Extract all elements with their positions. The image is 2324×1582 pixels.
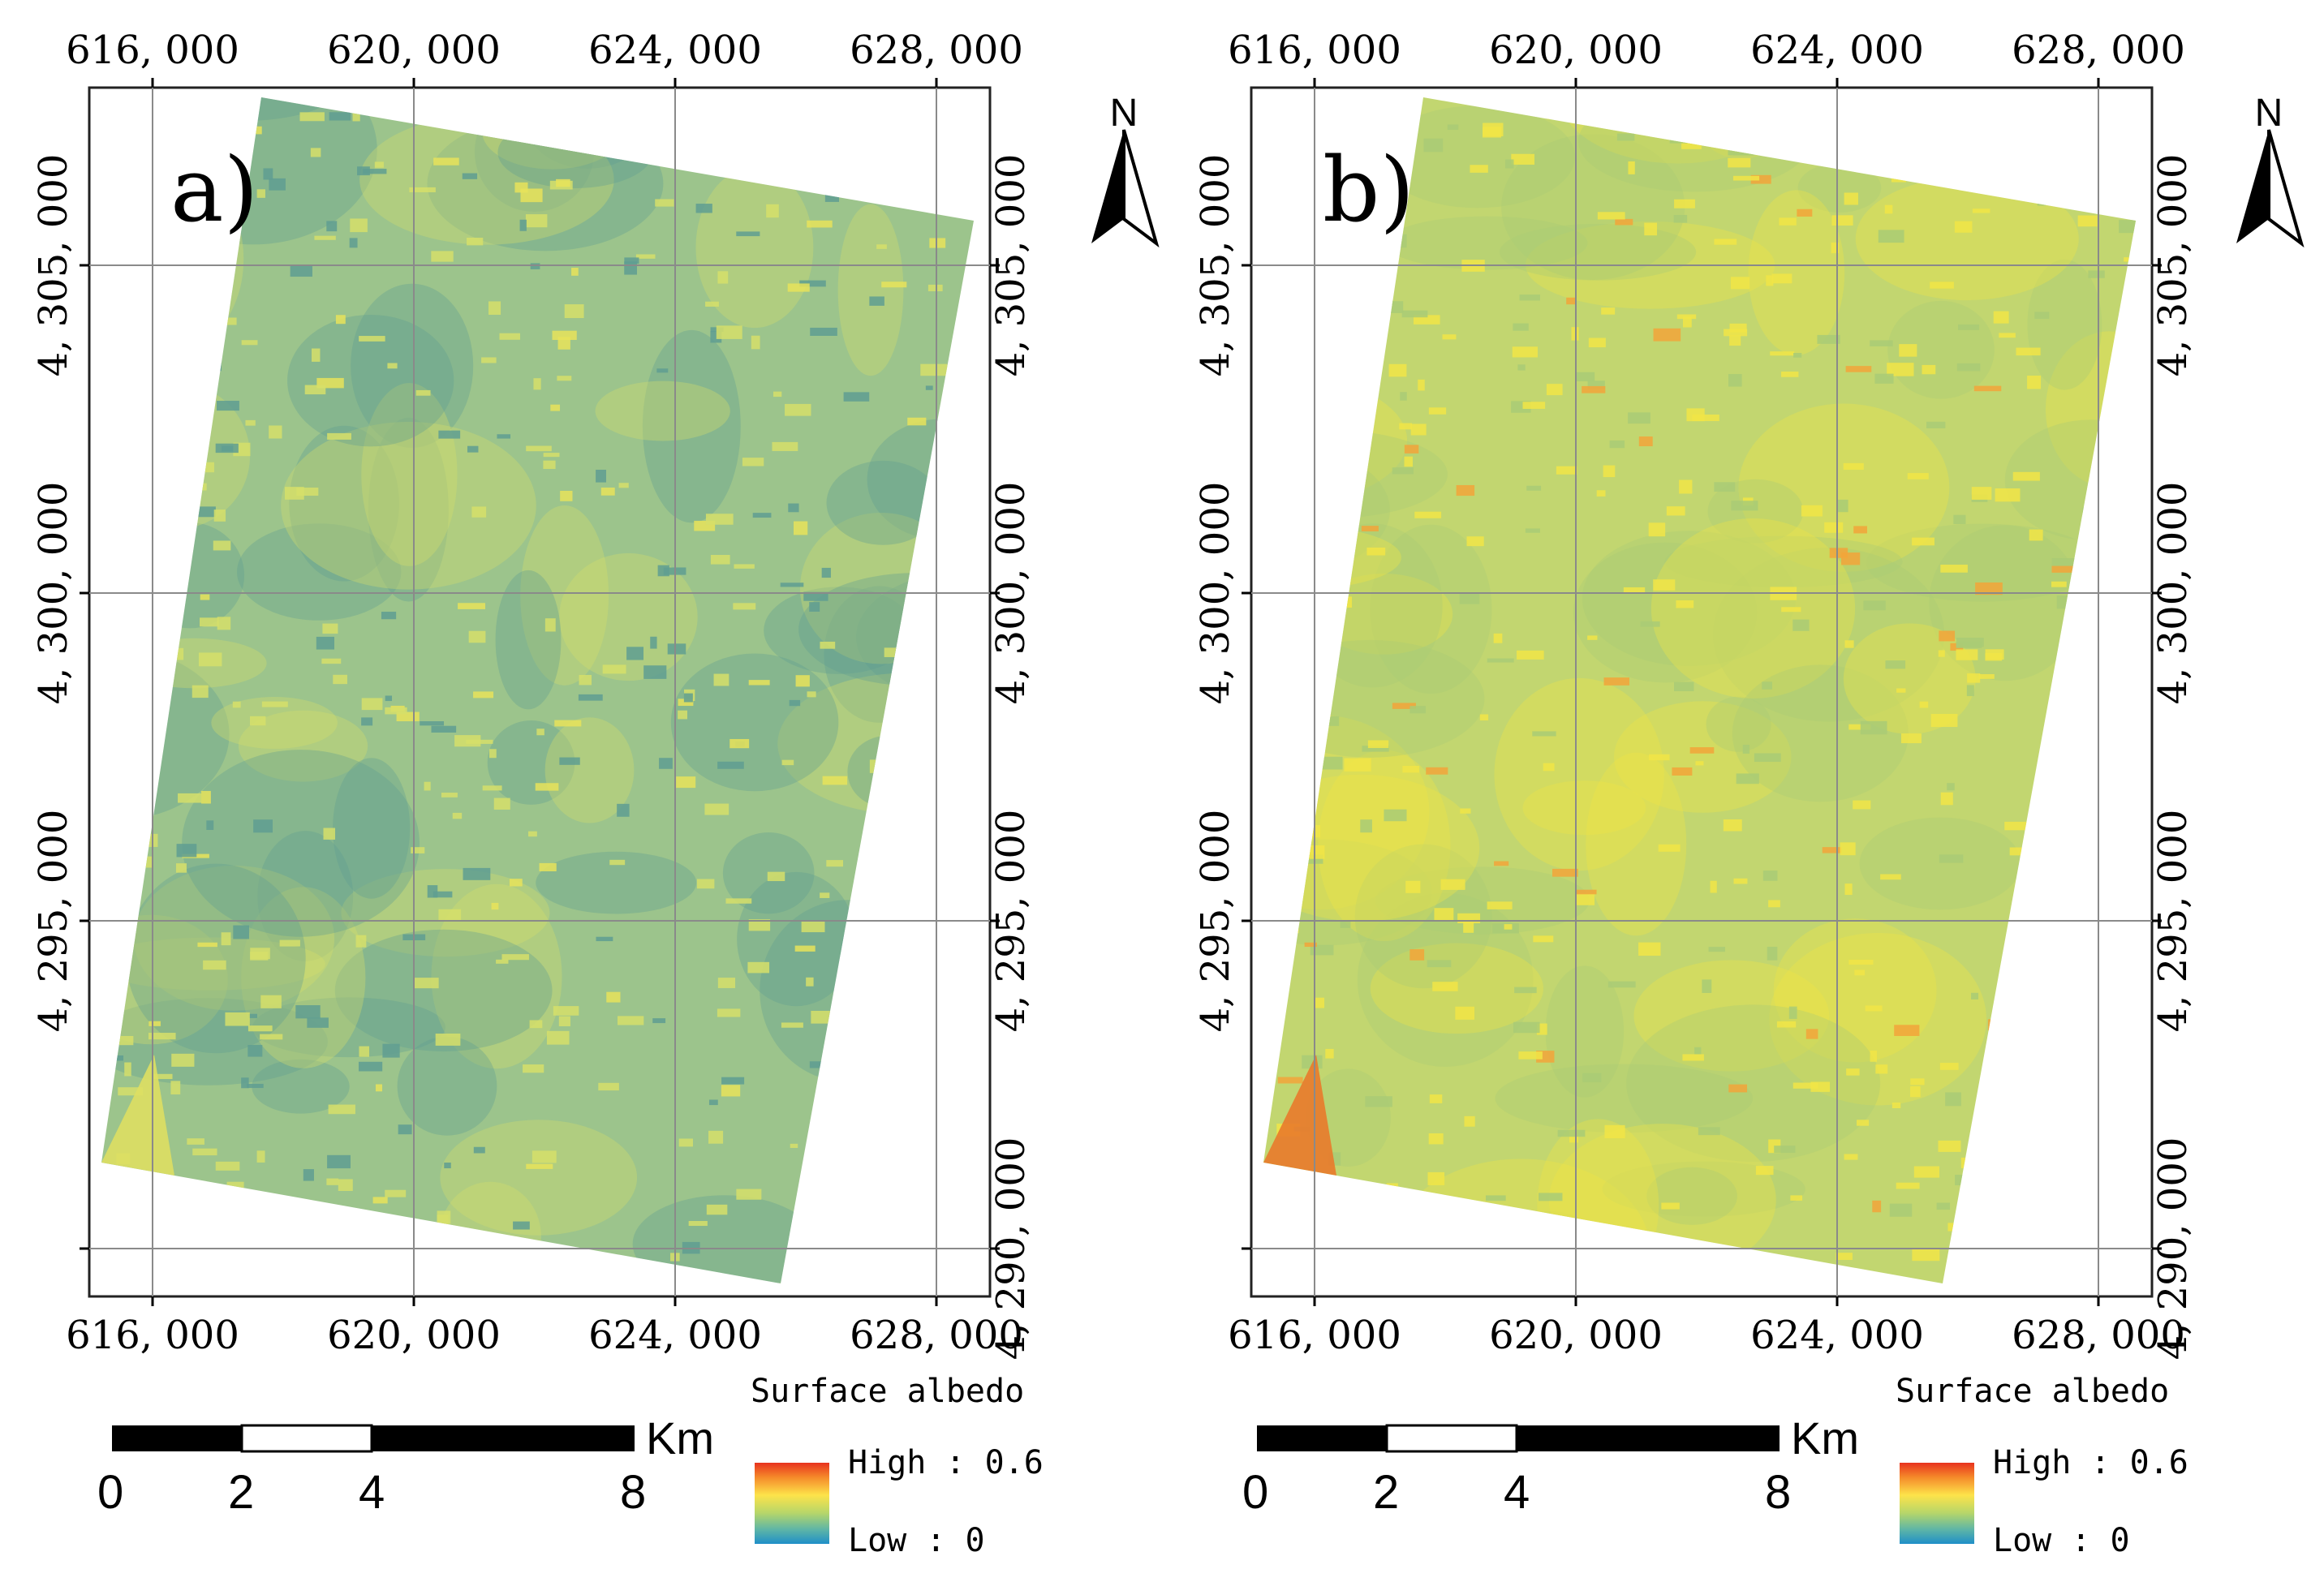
scale-unit: Km bbox=[646, 1412, 714, 1464]
scale-label: 2 bbox=[1373, 1466, 1400, 1519]
legend-color-ramp bbox=[755, 1463, 829, 1544]
y-tick-right: 4, 300, 000 bbox=[988, 482, 1034, 705]
map-frame-a: 616, 000 620, 000 624, 000 628, 000 616,… bbox=[31, 28, 1160, 1453]
graticule bbox=[1251, 88, 2152, 1296]
x-tick-bottom: 628, 000 bbox=[850, 1313, 1023, 1358]
scale-bar bbox=[1257, 1424, 1780, 1453]
legend-high: High : 0.6 bbox=[848, 1444, 1044, 1481]
legend-low: Low : 0 bbox=[1993, 1522, 2130, 1559]
y-tick-right: 4, 300, 000 bbox=[2150, 482, 2196, 705]
y-tick-left: 4, 305, 000 bbox=[1193, 154, 1238, 377]
legend-color-ramp bbox=[1900, 1463, 1974, 1544]
x-tick-bottom: 620, 000 bbox=[1489, 1313, 1663, 1358]
north-arrow-icon: N bbox=[2236, 92, 2305, 248]
x-tick-bottom: 624, 000 bbox=[1750, 1313, 1924, 1358]
scale-label: 4 bbox=[359, 1466, 385, 1519]
x-tick-top: 616, 000 bbox=[1228, 28, 1401, 73]
scale-label: 8 bbox=[1765, 1466, 1792, 1519]
x-tick-bottom: 628, 000 bbox=[2012, 1313, 2185, 1358]
scale-bar bbox=[112, 1424, 635, 1453]
scale-unit: Km bbox=[1791, 1412, 1859, 1464]
panel-label: a) bbox=[170, 138, 259, 242]
x-tick-top: 620, 000 bbox=[327, 28, 501, 73]
y-tick-left: 4, 295, 000 bbox=[1193, 810, 1238, 1033]
legend-title: Surface albedo bbox=[1896, 1373, 2170, 1410]
scale-label: 0 bbox=[1242, 1466, 1269, 1519]
x-tick-bottom: 616, 000 bbox=[1228, 1313, 1401, 1358]
map-frame-b: 616, 000 620, 000 624, 000 628, 000 616,… bbox=[1193, 28, 2305, 1453]
north-label: N bbox=[2255, 92, 2283, 135]
x-tick-bottom: 624, 000 bbox=[588, 1313, 762, 1358]
y-tick-left: 4, 300, 000 bbox=[31, 482, 76, 705]
north-label: N bbox=[1110, 92, 1138, 135]
y-tick-right: 4, 305, 000 bbox=[2150, 154, 2196, 377]
x-tick-top: 620, 000 bbox=[1489, 28, 1663, 73]
y-tick-right: 4, 295, 000 bbox=[2150, 810, 2196, 1033]
panel-label: b) bbox=[1323, 138, 1415, 242]
x-tick-bottom: 616, 000 bbox=[66, 1313, 239, 1358]
x-tick-bottom: 620, 000 bbox=[327, 1313, 501, 1358]
x-tick-top: 616, 000 bbox=[66, 28, 239, 73]
north-arrow-icon: N bbox=[1091, 92, 1160, 248]
y-tick-right: 4, 290, 000 bbox=[2150, 1137, 2196, 1361]
legend-title: Surface albedo bbox=[751, 1373, 1025, 1410]
scale-label: 2 bbox=[228, 1466, 255, 1519]
y-tick-right: 4, 305, 000 bbox=[988, 154, 1034, 377]
y-tick-left: 4, 300, 000 bbox=[1193, 482, 1238, 705]
x-tick-top: 628, 000 bbox=[2012, 28, 2185, 73]
albedo-raster bbox=[1263, 97, 2136, 1283]
map-panel-a: 616, 000 620, 000 624, 000 628, 000 616,… bbox=[31, 28, 1160, 1559]
graticule bbox=[89, 88, 990, 1296]
legend-high: High : 0.6 bbox=[1993, 1444, 2188, 1481]
scale-label: 8 bbox=[620, 1466, 647, 1519]
map-panel-b: 616, 000 620, 000 624, 000 628, 000 616,… bbox=[1162, 0, 2324, 1582]
y-tick-right: 4, 290, 000 bbox=[988, 1137, 1034, 1361]
legend-low: Low : 0 bbox=[848, 1522, 985, 1559]
scale-label: 4 bbox=[1504, 1466, 1530, 1519]
y-tick-left: 4, 305, 000 bbox=[31, 154, 76, 377]
x-tick-top: 624, 000 bbox=[588, 28, 762, 73]
x-tick-top: 624, 000 bbox=[1750, 28, 1924, 73]
y-tick-right: 4, 295, 000 bbox=[988, 810, 1034, 1033]
scale-label: 0 bbox=[97, 1466, 124, 1519]
x-tick-top: 628, 000 bbox=[850, 28, 1023, 73]
y-tick-left: 4, 295, 000 bbox=[31, 810, 76, 1033]
